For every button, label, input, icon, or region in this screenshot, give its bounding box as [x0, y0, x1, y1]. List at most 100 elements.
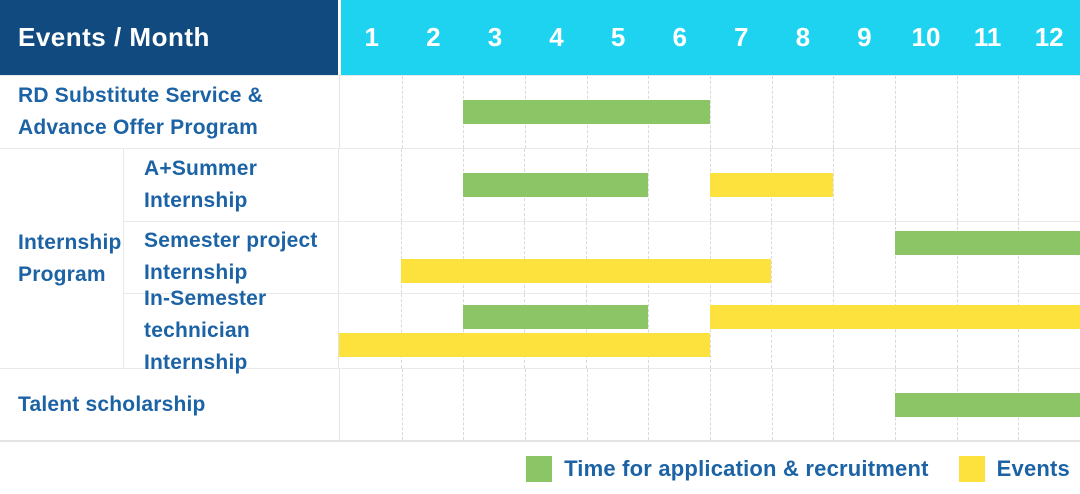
legend-label: Time for application & recruitment	[564, 456, 929, 481]
month-label: 7	[734, 22, 749, 52]
month-gridline	[833, 221, 834, 293]
month-gridline	[462, 221, 464, 293]
month-label: 4	[549, 22, 564, 52]
month-gridline	[1018, 149, 1020, 221]
table-row: Talent scholarship	[0, 368, 1080, 440]
month-gridline	[709, 294, 711, 368]
month-gridline	[401, 76, 403, 148]
month-gridline	[709, 221, 711, 293]
month-gridline	[525, 369, 526, 440]
month-gridline	[771, 294, 773, 368]
month-label: 5	[610, 22, 626, 52]
month-gridline	[524, 221, 526, 293]
month-gridline	[894, 221, 896, 293]
month-gridline	[400, 149, 402, 221]
legend-item-events: Events	[958, 456, 1070, 482]
month-gridline	[956, 149, 958, 221]
label-line: Program	[18, 262, 106, 286]
events-period-bar	[400, 259, 772, 284]
label-line: technician Internship	[144, 319, 250, 374]
month-gridline	[647, 149, 649, 221]
timeline-cell-semester-project	[339, 221, 1080, 293]
month-label: 9	[857, 22, 872, 52]
month-gridline	[647, 294, 649, 368]
month-gridline	[895, 76, 896, 148]
month-gridline	[1018, 294, 1020, 368]
legend-item-recruitment: Time for application & recruitment	[526, 456, 929, 482]
row-label-talent-scholarship: Talent scholarship	[0, 369, 340, 440]
month-gridline	[647, 221, 649, 293]
month-gridline	[956, 221, 958, 293]
month-gridline	[956, 76, 958, 148]
table-row: A+Summer Internship	[124, 149, 1080, 221]
month-gridline	[956, 294, 958, 368]
row-label-in-semester: In-Semester technician Internship	[124, 287, 339, 374]
table-row: RD Substitute Service & Advance Offer Pr…	[0, 75, 1080, 148]
timeline-cell-rd-substitute	[340, 76, 1080, 148]
label-line: RD Substitute Service &	[18, 84, 263, 107]
month-gridline	[524, 294, 526, 368]
label-line: Advance Offer Program	[18, 116, 258, 139]
table-row: Semester project Internship	[124, 220, 1080, 293]
table-header: Events / Month 1 2 3 4 5 6 7 8 9 10 11 12	[0, 0, 1080, 75]
recruitment-swatch-icon	[526, 456, 553, 482]
row-label-rd-substitute: RD Substitute Service & Advance Offer Pr…	[0, 76, 340, 148]
label-line: A+Summer	[144, 156, 258, 180]
month-gridline	[586, 369, 588, 440]
month-label: 3	[487, 22, 503, 52]
row-label-semester-project: Semester project Internship	[124, 221, 339, 293]
recruitment-period-bar	[895, 392, 1080, 417]
timeline-cell-a-summer	[339, 149, 1080, 221]
recruitment-period-bar	[463, 100, 710, 124]
label-line: Semester project	[144, 229, 318, 253]
month-gridline	[400, 294, 402, 368]
row-label-a-summer: A+Summer Internship	[124, 149, 339, 221]
legend-label: Events	[996, 456, 1070, 481]
month-gridline	[710, 76, 711, 148]
events-period-bar	[709, 305, 1080, 329]
internship-program-group: Internship Program A+Summer Internship S…	[0, 148, 1080, 374]
month-label: 10	[911, 22, 941, 52]
month-label: 12	[1034, 22, 1064, 52]
month-gridline	[1018, 76, 1020, 148]
month-gridline	[771, 369, 773, 440]
month-gridline	[462, 294, 464, 368]
group-sub-rows: A+Summer Internship Semester project Int…	[124, 149, 1080, 374]
label-line: In-Semester	[144, 287, 267, 310]
events-period-bar	[709, 172, 833, 197]
month-gridline	[771, 221, 773, 293]
month-gridline	[401, 369, 403, 440]
month-gridline	[463, 369, 465, 440]
label-line: Talent scholarship	[18, 392, 206, 416]
month-gridline	[833, 369, 835, 440]
month-label: 8	[795, 22, 811, 52]
month-gridline	[586, 294, 587, 368]
month-label: 11	[973, 22, 1002, 52]
month-label: 6	[672, 22, 687, 52]
months-header: 1 2 3 4 5 6 7 8 9 10 11 12	[341, 0, 1080, 75]
recruitment-period-bar	[462, 172, 648, 197]
recruitment-period-bar	[462, 305, 648, 329]
month-gridline	[586, 221, 587, 293]
header-divider	[338, 0, 341, 75]
month-gridline	[894, 149, 896, 221]
month-gridline	[648, 369, 650, 440]
recruitment-period-bar	[894, 231, 1080, 256]
month-gridline	[833, 149, 834, 221]
legend: Time for application & recruitment Event…	[0, 442, 1080, 494]
label-line: Internship	[144, 261, 248, 285]
month-gridline	[1018, 221, 1020, 293]
month-gridline	[833, 294, 834, 368]
month-gridline	[710, 369, 711, 440]
table-title: Events / Month	[18, 22, 210, 52]
timeline-cell-in-semester	[339, 294, 1080, 368]
month-label: 1	[364, 22, 380, 52]
events-swatch-icon	[958, 456, 985, 482]
label-line: Internship	[144, 188, 248, 212]
group-label-internship-program: Internship Program	[0, 149, 124, 368]
events-period-bar	[339, 333, 710, 357]
events-month-header-cell: Events / Month	[0, 0, 338, 75]
table-row: In-Semester technician Internship	[124, 287, 1080, 374]
table-body: RD Substitute Service & Advance Offer Pr…	[0, 75, 1080, 442]
